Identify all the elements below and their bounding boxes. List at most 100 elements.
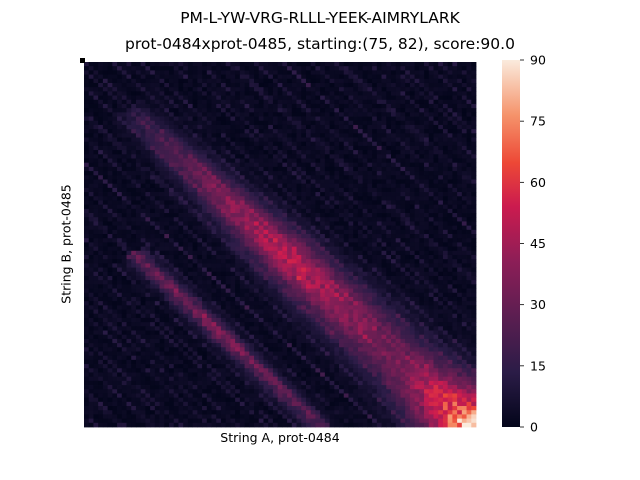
heatmap-cell [428, 103, 434, 109]
heatmap-cell [126, 175, 132, 180]
heatmap-cell [216, 175, 222, 180]
heatmap-cell [135, 82, 142, 88]
heatmap-cell [376, 112, 382, 117]
heatmap-cell [390, 95, 397, 101]
heatmap-cell [390, 137, 397, 143]
heatmap-cell [409, 271, 415, 277]
heatmap-cell [126, 87, 132, 92]
heatmap-cell [362, 179, 368, 185]
heatmap-cell [230, 234, 236, 239]
heatmap-cell [376, 162, 382, 168]
heatmap-cell [457, 66, 463, 71]
heatmap-cell [433, 229, 439, 235]
heatmap-cell [117, 137, 123, 143]
heatmap-cell [287, 213, 293, 218]
heatmap-cell [390, 112, 397, 117]
heatmap-cell [131, 259, 137, 264]
heatmap-cell [395, 129, 401, 134]
heatmap-cell [192, 263, 198, 268]
heatmap-cell [301, 166, 307, 172]
heatmap-cell [154, 204, 160, 210]
heatmap-cell [211, 271, 217, 277]
heatmap-cell [272, 66, 279, 71]
heatmap-cell [461, 171, 467, 176]
heatmap-cell [428, 179, 434, 185]
heatmap-cell [225, 267, 231, 273]
heatmap-cell [471, 242, 477, 247]
heatmap-cell [102, 246, 109, 252]
heatmap-cell [145, 225, 151, 231]
heatmap-cell [202, 154, 208, 159]
heatmap-cell [220, 78, 227, 84]
heatmap-cell [296, 280, 302, 285]
heatmap-cell [466, 103, 472, 109]
heatmap-cell [353, 254, 359, 260]
heatmap-cell [272, 91, 279, 96]
heatmap-cell [169, 103, 175, 109]
heatmap-cell [258, 78, 264, 84]
heatmap-cell [135, 254, 142, 260]
heatmap-cell [187, 229, 194, 235]
heatmap-cell [329, 263, 335, 268]
heatmap-cell [159, 275, 165, 281]
heatmap-cell [282, 137, 288, 143]
heatmap-cell [192, 284, 198, 289]
heatmap-cell [301, 250, 307, 256]
heatmap-cell [178, 112, 184, 117]
heatmap-cell [154, 112, 160, 117]
heatmap-cell [400, 103, 406, 109]
heatmap-cell [466, 183, 472, 189]
heatmap-cell [121, 166, 127, 172]
heatmap-cell [98, 288, 104, 294]
heatmap-cell [348, 196, 354, 201]
heatmap-cell [287, 66, 293, 71]
heatmap-cell [263, 95, 269, 101]
heatmap-cell [471, 166, 477, 172]
heatmap-cell [357, 141, 364, 147]
heatmap-cell [357, 267, 364, 273]
heatmap-cell [178, 192, 184, 197]
heatmap-cell [187, 141, 194, 147]
heatmap-cell [135, 196, 142, 201]
heatmap-cell [362, 78, 368, 84]
heatmap-cell [187, 129, 194, 134]
heatmap-cell [376, 229, 382, 235]
heatmap-cell [183, 204, 189, 210]
heatmap-cell [296, 103, 302, 109]
heatmap-cell [121, 158, 127, 164]
heatmap-cell [334, 246, 340, 252]
heatmap-cell [131, 87, 137, 92]
heatmap-cell [310, 183, 316, 189]
heatmap-cell [112, 196, 118, 201]
heatmap-cell [334, 271, 340, 277]
heatmap-cell [305, 221, 312, 227]
heatmap-cell [154, 154, 160, 159]
heatmap-cell [169, 108, 175, 113]
heatmap-cell [216, 200, 222, 206]
heatmap-cell [320, 112, 326, 117]
heatmap-cell [367, 187, 373, 193]
heatmap-cell [353, 78, 359, 84]
heatmap-cell [249, 217, 255, 222]
heatmap-cell [372, 70, 378, 75]
heatmap-cell [121, 175, 127, 180]
heatmap-cell [457, 187, 463, 193]
heatmap-cell [126, 313, 132, 319]
heatmap-cell [457, 91, 463, 96]
heatmap-cell [409, 208, 415, 214]
heatmap-cell [93, 91, 99, 96]
heatmap-cell [197, 124, 203, 130]
heatmap-cell [386, 309, 392, 315]
heatmap-cell [447, 292, 453, 298]
heatmap-cell [461, 175, 467, 180]
heatmap-cell [390, 200, 397, 206]
heatmap-cell [324, 204, 330, 210]
heatmap-cell [169, 292, 175, 298]
heatmap-cell [126, 200, 132, 206]
heatmap-cell [84, 234, 90, 239]
heatmap-cell [225, 288, 231, 294]
heatmap-cell [471, 171, 477, 176]
heatmap-cell [353, 129, 359, 134]
heatmap-cell [150, 133, 156, 138]
heatmap-cell [405, 116, 411, 122]
